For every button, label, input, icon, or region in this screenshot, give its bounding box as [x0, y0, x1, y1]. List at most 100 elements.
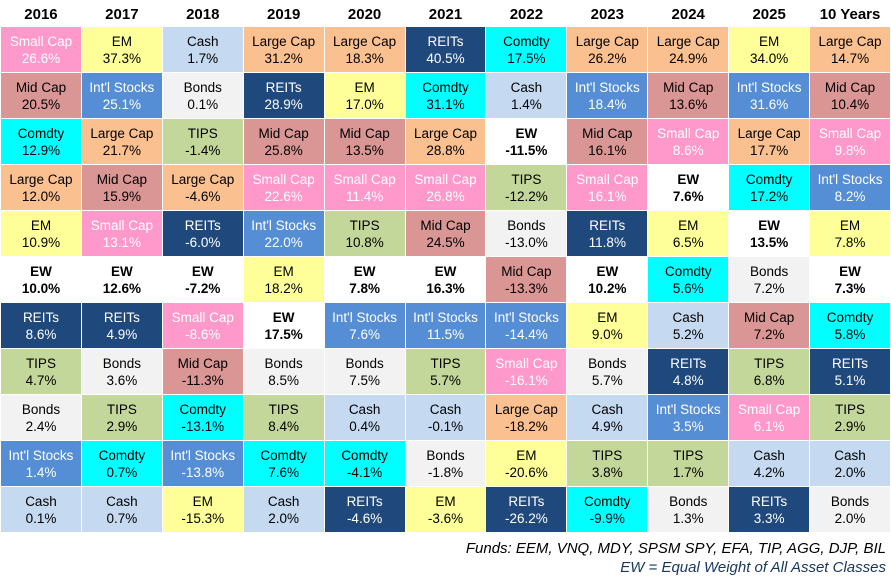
asset-label: Int'l Stocks: [574, 79, 640, 95]
return-value: 4.7%: [25, 372, 57, 388]
return-value: 11.4%: [345, 188, 384, 204]
return-value: 6.1%: [753, 418, 785, 434]
asset-label: Mid Cap: [96, 171, 147, 187]
return-cell-10-years-comdty: Comdty 5.8%: [810, 303, 890, 348]
return-cell-2020-small-cap: Small Cap 11.4%: [324, 165, 405, 210]
asset-label: Int'l Stocks: [332, 309, 397, 325]
return-value: 4.9%: [106, 326, 138, 342]
return-value: 9.0%: [591, 326, 623, 342]
return-cell-2023-intl-stocks: Int'l Stocks 18.4%: [567, 73, 648, 118]
return-value: -12.2%: [505, 188, 548, 204]
asset-label: TIPS: [25, 355, 56, 371]
asset-label: EW: [758, 217, 780, 233]
asset-label: Int'l Stocks: [89, 79, 155, 95]
return-value: -13.3%: [505, 280, 548, 296]
return-value: 26.6%: [21, 50, 61, 66]
return-cell-2019-bonds: Bonds 8.5%: [243, 349, 324, 394]
return-cell-2023-bonds: Bonds 5.7%: [567, 349, 648, 394]
asset-label: Mid Cap: [824, 79, 876, 95]
asset-label: TIPS: [430, 355, 461, 371]
return-value: 10.2%: [588, 280, 627, 296]
asset-label: Int'l Stocks: [493, 309, 559, 325]
return-cell-2022-large-cap: Large Cap -18.2%: [486, 395, 567, 440]
asset-label: Int'l Stocks: [817, 171, 883, 187]
asset-label: Comdty: [745, 171, 793, 187]
asset-label: EM: [111, 33, 132, 49]
return-value: 13.5%: [749, 234, 789, 250]
asset-label: Large Cap: [413, 125, 478, 141]
return-value: 4.8%: [672, 372, 704, 388]
asset-label: EM: [678, 217, 699, 233]
return-value: -4.1%: [346, 464, 383, 480]
return-cell-2018-mid-cap: Mid Cap -11.3%: [162, 349, 243, 394]
return-value: -11.5%: [505, 142, 548, 158]
return-value: 4.9%: [591, 418, 623, 434]
return-cell-2022-tips: TIPS -12.2%: [486, 165, 567, 210]
return-cell-2025-reits: REITs 3.3%: [729, 487, 810, 532]
return-value: 13.6%: [669, 96, 708, 112]
return-cell-2018-tips: TIPS -1.4%: [162, 119, 243, 164]
asset-label: Cash: [187, 33, 219, 49]
return-value: 5.2%: [672, 326, 704, 342]
return-cell-2017-large-cap: Large Cap 21.7%: [81, 119, 162, 164]
column-header-2019: 2019: [266, 6, 301, 23]
asset-label: Small Cap: [495, 355, 558, 371]
return-value: 2.0%: [834, 510, 866, 526]
return-value: -18.2%: [505, 418, 548, 434]
return-cell-2025-bonds: Bonds 7.2%: [729, 257, 810, 302]
return-value: 6.8%: [753, 372, 785, 388]
return-cell-2025-large-cap: Large Cap 17.7%: [729, 119, 810, 164]
asset-label: Bonds: [21, 401, 61, 417]
return-cell-2018-cash: Cash 1.7%: [162, 27, 243, 72]
asset-label: EM: [192, 493, 213, 509]
return-value: 21.7%: [102, 142, 141, 158]
asset-label: EW: [596, 263, 619, 279]
asset-label: EM: [30, 217, 52, 233]
return-cell-2023-em: EM 9.0%: [567, 303, 648, 348]
return-cell-2024-cash: Cash 5.2%: [648, 303, 729, 348]
asset-label: REITs: [346, 493, 383, 509]
return-cell-2022-bonds: Bonds -13.0%: [486, 211, 567, 256]
asset-label: Cash: [267, 493, 300, 509]
column-header-2022: 2022: [509, 6, 544, 23]
return-cell-2022-cash: Cash 1.4%: [486, 73, 567, 118]
return-cell-2020-reits: REITs -4.6%: [324, 487, 405, 532]
return-value: 22.6%: [264, 188, 303, 204]
return-cell-2024-mid-cap: Mid Cap 13.6%: [648, 73, 729, 118]
return-cell-2023-comdty: Comdty -9.9%: [567, 487, 648, 532]
asset-label: Cash: [753, 447, 785, 463]
asset-label: Large Cap: [737, 125, 801, 141]
return-cell-2024-ew: EW 7.6%: [648, 165, 729, 210]
return-cell-2022-small-cap: Small Cap -16.1%: [486, 349, 567, 394]
asset-label: Cash: [591, 401, 624, 417]
return-value: 12.9%: [21, 142, 61, 158]
return-cell-10-years-reits: REITs 5.1%: [810, 349, 890, 394]
asset-label: Small Cap: [818, 125, 882, 141]
return-value: -8.6%: [185, 326, 221, 342]
return-cell-10-years-intl-stocks: Int'l Stocks 8.2%: [810, 165, 890, 210]
asset-label: REITs: [184, 217, 221, 233]
return-value: 5.7%: [591, 372, 623, 388]
return-value: 18.4%: [588, 96, 627, 112]
asset-label: Cash: [510, 79, 543, 95]
return-cell-2018-ew: EW -7.2%: [162, 257, 243, 302]
return-cell-2023-cash: Cash 4.9%: [567, 395, 648, 440]
asset-label: REITs: [670, 355, 707, 371]
return-value: 3.3%: [753, 510, 785, 526]
return-cell-2024-large-cap: Large Cap 24.9%: [648, 27, 729, 72]
return-value: 17.5%: [264, 326, 303, 342]
return-value: 18.2%: [264, 280, 303, 296]
return-value: -13.1%: [181, 418, 225, 434]
return-cell-2021-ew: EW 16.3%: [405, 257, 486, 302]
asset-label: EW: [110, 263, 133, 279]
asset-label: Small Cap: [90, 217, 153, 233]
asset-label: Mid Cap: [177, 355, 228, 371]
return-value: 28.8%: [426, 142, 465, 158]
return-value: 31.6%: [749, 96, 789, 112]
return-value: -9.9%: [589, 510, 625, 526]
asset-label: EM: [516, 447, 537, 463]
column-header-2025: 2025: [752, 6, 786, 23]
asset-label: REITs: [508, 493, 545, 509]
return-cell-2016-cash: Cash 0.1%: [1, 487, 81, 532]
return-cell-2020-tips: TIPS 10.8%: [324, 211, 405, 256]
